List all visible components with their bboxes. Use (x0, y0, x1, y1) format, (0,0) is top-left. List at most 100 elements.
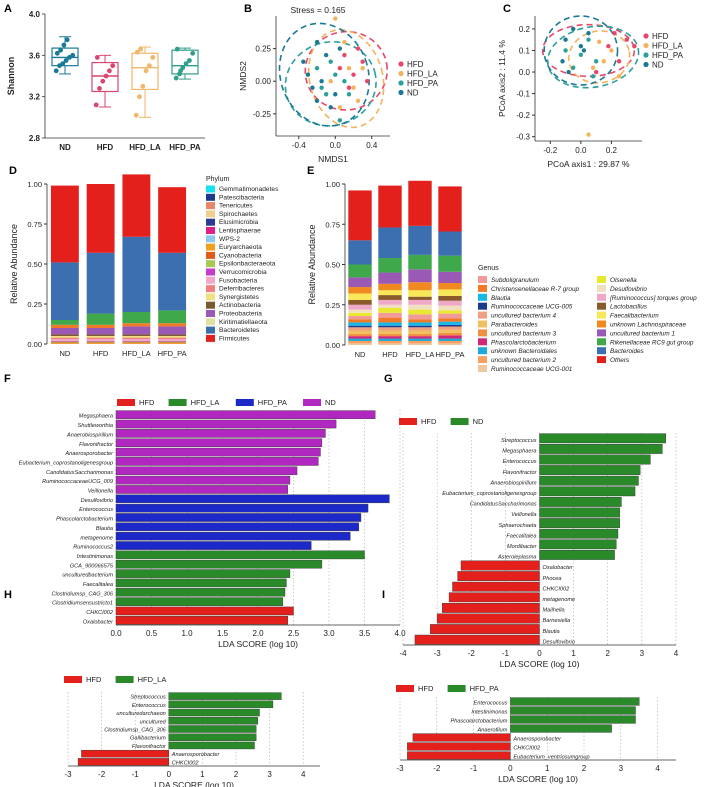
legend-swatch (206, 285, 215, 293)
data-point (107, 68, 112, 74)
legend-label: unknown Lachnospiraceae (610, 322, 686, 329)
lda-bar-label: Eubacterium_coprostanoligenesgroup (442, 491, 536, 497)
data-point (590, 65, 596, 70)
legend-label: unknown Bacteroidales (491, 348, 558, 355)
legend-swatch (206, 310, 215, 317)
panel-label-b: B (244, 3, 252, 15)
y-axis-label: NMDS2 (238, 61, 248, 91)
lda-bar-label: Megasphaera (79, 414, 113, 420)
confidence-ellipse (304, 30, 389, 111)
lda-bar-label: Blautia (96, 526, 113, 532)
lda-bar-label: CHKCI002 (513, 745, 541, 751)
legend-label: HFD (139, 398, 155, 407)
lda-bar-label: Enterococcus (503, 459, 537, 465)
legend-label: ND (407, 89, 419, 98)
stacked-bar-segment (122, 323, 151, 327)
legend-swatch (597, 356, 606, 364)
lda-bar-label: Shuttleworthia (78, 423, 113, 429)
lda-bar (414, 634, 540, 645)
legend-label: Fusobacteria (219, 277, 257, 284)
data-point (328, 105, 333, 110)
data-point (314, 98, 320, 103)
lda-bar (77, 758, 170, 766)
stacked-bar-segment (378, 340, 402, 344)
legend-label: HFD (418, 684, 434, 693)
lda-bar (115, 522, 360, 532)
data-point (342, 39, 347, 45)
lda-bar (539, 528, 619, 539)
lda-bar (539, 507, 620, 518)
x-tick-label: -4 (399, 649, 407, 658)
panel-label-d: D (9, 165, 17, 177)
legend-label: uncultured bacterium 1 (610, 330, 675, 337)
y-tick-label: 0.2 (519, 25, 531, 34)
data-point (190, 50, 196, 56)
legend-swatch (168, 399, 187, 406)
legend-label: HFD (421, 417, 437, 426)
legend-swatch (206, 276, 215, 284)
stacked-bar-segment (408, 325, 432, 328)
data-point (301, 59, 306, 64)
legend-swatch (450, 418, 469, 425)
y-tick-label: 3.2 (29, 93, 41, 102)
stacked-bar-segment (158, 310, 187, 324)
stacked-bar-segment (378, 185, 402, 228)
x-tick-label: -1 (502, 649, 510, 658)
stacked-bar-segment (86, 342, 115, 344)
legend-label: Ruminococcaceae UCG-001 (491, 366, 573, 373)
lda-bar (442, 603, 540, 613)
stacked-bar-segment (378, 258, 402, 273)
x-tick-label: 0.2 (606, 146, 618, 155)
confidence-ellipse (307, 29, 385, 129)
confidence-ellipse (278, 22, 370, 127)
data-point (571, 65, 576, 70)
data-point (333, 92, 338, 97)
lda-bar-label: GCA_900066575 (70, 563, 114, 569)
data-point (616, 59, 622, 64)
stacked-bar-segment (438, 186, 462, 232)
data-point (305, 72, 311, 77)
y-tick-label: 0.00 (27, 340, 42, 349)
y-tick-label: -0.1 (516, 90, 530, 99)
stacked-bar-segment (378, 307, 402, 313)
data-point (93, 102, 99, 108)
lda-bar (115, 466, 298, 476)
data-point (571, 26, 576, 32)
stacked-bar-segment (438, 335, 462, 339)
lda-bar (168, 692, 282, 700)
data-point (53, 68, 59, 74)
lda-bar-label: uncultured (140, 719, 167, 725)
stacked-bar-segment (348, 316, 372, 320)
legend-label: Ruminococcaceae UCG-005 (491, 304, 573, 311)
data-point (590, 74, 596, 79)
lda-bar (539, 433, 666, 444)
stacked-bar-segment (158, 323, 187, 327)
legend-swatch (206, 227, 215, 234)
lda-bar-label: Faecalitalea (83, 582, 113, 588)
data-point (581, 48, 587, 53)
data-point (563, 37, 568, 42)
stacked-bar-segment (348, 190, 372, 241)
stacked-bar-segment (50, 336, 79, 338)
data-point (61, 42, 67, 48)
box (171, 49, 199, 75)
lda-bar-label: RuminococcaceaeUCG_009 (42, 479, 113, 485)
stacked-bar-segment (438, 343, 462, 345)
stacked-bar-segment (378, 327, 402, 331)
lda-bar-label: Barnesiella (543, 618, 571, 624)
lda-bar-label: metagenome (80, 535, 113, 541)
stacked-bar-segment (438, 289, 462, 296)
lda-bar-label: CandidatusSaccharimonas (470, 502, 537, 508)
lda-bar-label: Blautia (543, 629, 560, 635)
stacked-bar-segment (408, 269, 432, 283)
legend-label: Bacteroidetes (219, 327, 260, 334)
stacked-bar-segment (438, 340, 462, 344)
x-tick-label: 2.5 (288, 629, 300, 638)
lda-bar-label: Phascolarctobacterium (450, 718, 507, 724)
lda-bar (539, 444, 663, 454)
legend-swatch (206, 268, 215, 276)
lda-bar (539, 486, 636, 497)
x-tick-label: 0.5 (146, 629, 158, 638)
lda-bar-label: metagenome (543, 597, 576, 603)
legend-swatch (478, 356, 487, 364)
